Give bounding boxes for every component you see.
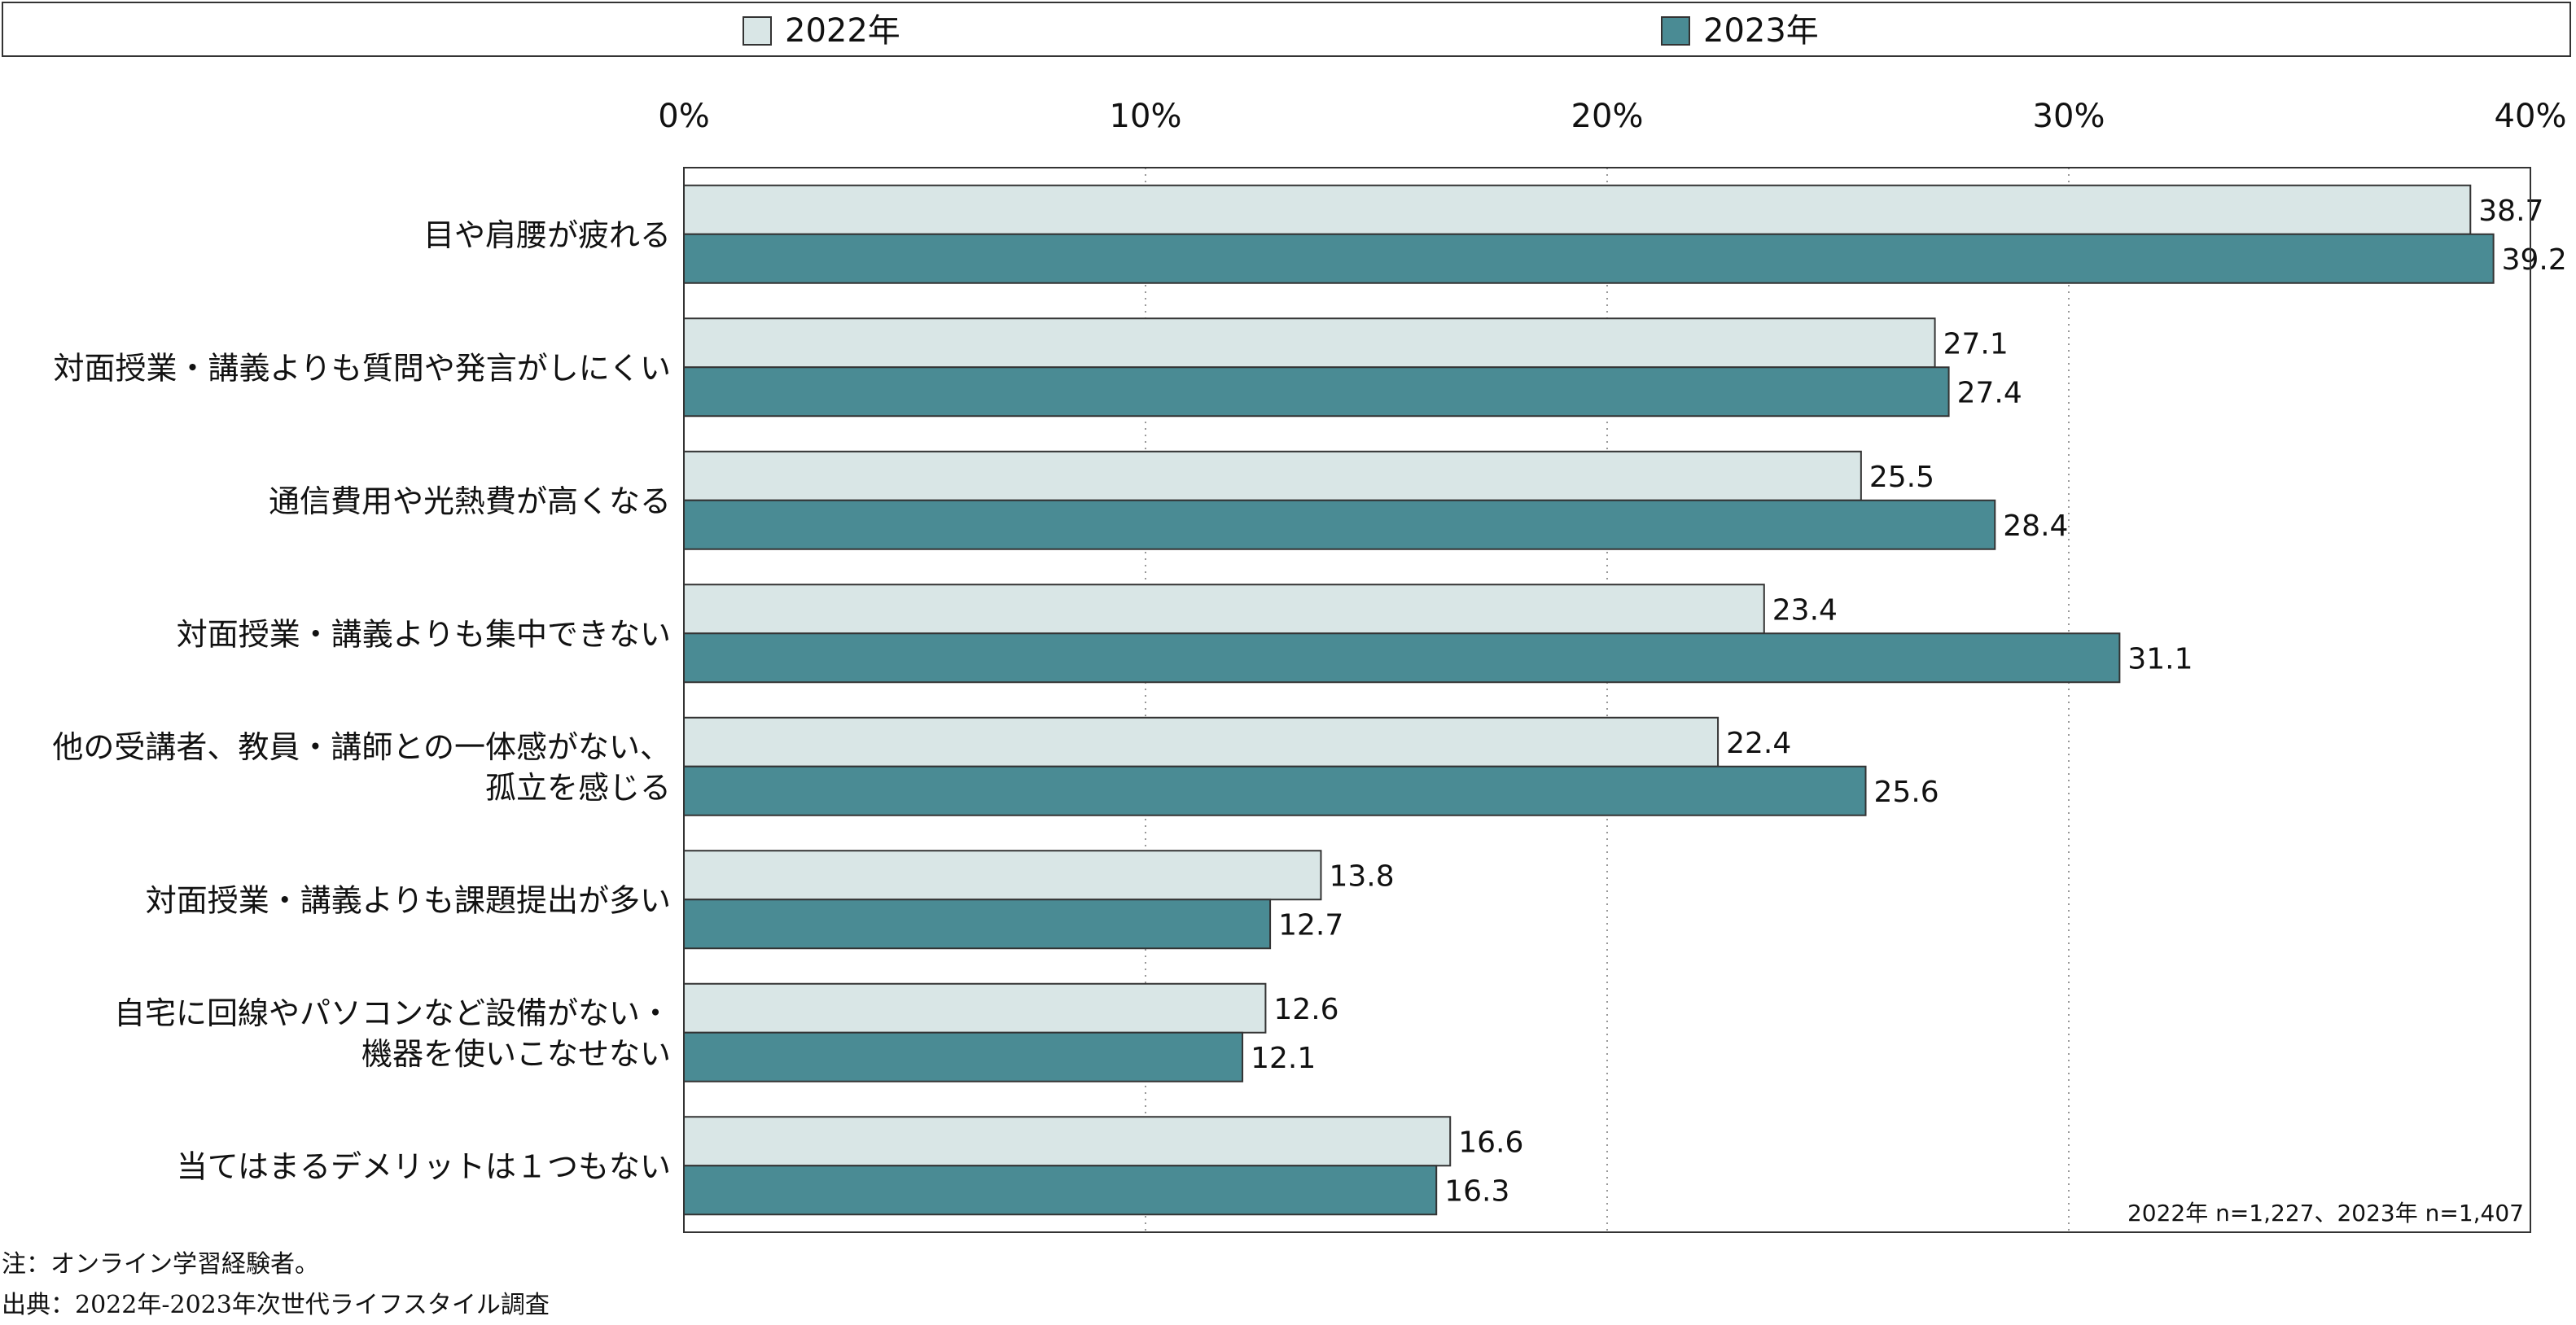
x-tick-label: 10%	[1110, 98, 1182, 135]
plot-area-frame	[683, 167, 2531, 1233]
source-note: 出典：2022年-2023年次世代ライフスタイル調査	[2, 1291, 550, 1319]
legend-label-2022: 2022年	[785, 12, 900, 50]
bar-value-label: 39.2	[2502, 243, 2567, 277]
bar-2023	[683, 899, 1272, 950]
bar-2022	[683, 716, 1720, 767]
bar-value-label: 25.6	[1874, 776, 1939, 809]
bar-value-label: 12.6	[1273, 993, 1338, 1026]
bar-value-label: 27.1	[1943, 327, 2009, 361]
bar-value-label: 28.4	[2003, 509, 2068, 543]
bar-2023	[683, 765, 1867, 816]
category-label: 目や肩腰が疲れる	[423, 217, 671, 253]
bar-value-label: 16.6	[1458, 1126, 1523, 1159]
x-tick-label: 30%	[2033, 98, 2105, 135]
category-label: 対面授業・講義よりも集中できない	[177, 616, 671, 652]
bar-value-label: 16.3	[1444, 1174, 1509, 1208]
category-label: 通信費用や光熱費が高くなる	[269, 483, 671, 519]
bar-2022	[683, 184, 2472, 235]
legend-swatch-2023	[1661, 16, 1690, 46]
bar-2023	[683, 366, 1950, 418]
bar-2022	[683, 450, 1862, 501]
bar-2022	[683, 850, 1322, 901]
category-label: 自宅に回線やパソコンなど設備がない・	[114, 995, 671, 1031]
category-label: 対面授業・講義よりも課題提出が多い	[146, 882, 671, 918]
x-axis-ticks: 0% 10% 20% 30% 40%	[658, 98, 2566, 135]
chart-legend: 2022年 2023年	[2, 2, 2571, 57]
x-tick-label: 0%	[658, 98, 709, 135]
bar-value-label: 25.5	[1869, 461, 1934, 494]
chart-bars	[683, 184, 2495, 1216]
bar-2022	[683, 317, 1936, 369]
bar-value-label: 22.4	[1726, 727, 1791, 760]
category-label: 他の受講者、教員・講師との一体感がない、	[52, 729, 671, 765]
legend-label-2023: 2023年	[1703, 12, 1819, 50]
bar-value-label: 38.7	[2478, 195, 2543, 228]
legend-swatch-2022	[743, 16, 772, 46]
sample-size-note: 2022年 n=1,227、2023年 n=1,407	[2127, 1200, 2524, 1227]
footnote: 注：オンライン学習経験者。	[2, 1250, 319, 1279]
category-labels: 目や肩腰が疲れる対面授業・講義よりも質問や発言がしにくい通信費用や光熱費が高くな…	[52, 217, 671, 1185]
category-label: 当てはまるデメリットは１つもない	[177, 1148, 671, 1184]
category-label: 対面授業・講義よりも質問や発言がしにくい	[54, 350, 671, 386]
data-labels: 38.7 39.2 27.1 27.4 25.5 28.4 23.4 31.1 22.4 25.6…	[1251, 195, 2567, 1209]
bar-value-label: 12.7	[1278, 908, 1343, 942]
bar-2023	[683, 1165, 1438, 1216]
bar-value-label: 13.8	[1329, 859, 1394, 893]
bar-value-label: 23.4	[1772, 593, 1838, 627]
bar-2023	[683, 632, 2121, 684]
bar-2023	[683, 499, 1996, 550]
bar-2022	[683, 584, 1765, 635]
bar-value-label: 12.1	[1251, 1042, 1316, 1075]
legend-item-2023: 2023年	[1661, 11, 1819, 50]
category-label: 孤立を感じる	[485, 770, 671, 806]
bar-2023	[683, 233, 2495, 284]
x-tick-label: 20%	[1571, 98, 1644, 135]
bar-value-label: 27.4	[1957, 376, 2022, 409]
bar-2023	[683, 1031, 1244, 1082]
category-label: 機器を使いこなせない	[361, 1036, 671, 1072]
bar-2022	[683, 1116, 1452, 1167]
bar-value-label: 31.1	[2127, 642, 2193, 676]
x-tick-label: 40%	[2495, 98, 2567, 135]
bar-2022	[683, 982, 1267, 1034]
legend-item-2022: 2022年	[743, 11, 900, 50]
